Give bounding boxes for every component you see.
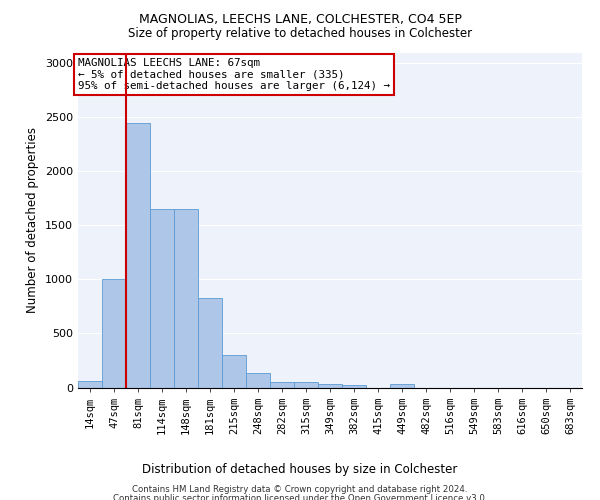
Text: Size of property relative to detached houses in Colchester: Size of property relative to detached ho… bbox=[128, 28, 472, 40]
Bar bbox=[198, 298, 222, 388]
Bar bbox=[270, 382, 294, 388]
Text: Contains HM Land Registry data © Crown copyright and database right 2024.: Contains HM Land Registry data © Crown c… bbox=[132, 485, 468, 494]
Text: MAGNOLIAS, LEECHS LANE, COLCHESTER, CO4 5EP: MAGNOLIAS, LEECHS LANE, COLCHESTER, CO4 … bbox=[139, 12, 461, 26]
Bar bbox=[222, 355, 246, 388]
Text: MAGNOLIAS LEECHS LANE: 67sqm
← 5% of detached houses are smaller (335)
95% of se: MAGNOLIAS LEECHS LANE: 67sqm ← 5% of det… bbox=[78, 58, 390, 91]
Bar bbox=[150, 209, 174, 388]
Bar bbox=[390, 384, 414, 388]
Bar bbox=[342, 386, 366, 388]
Text: Distribution of detached houses by size in Colchester: Distribution of detached houses by size … bbox=[142, 462, 458, 475]
Bar bbox=[102, 280, 126, 388]
Bar bbox=[294, 382, 318, 388]
Text: Contains public sector information licensed under the Open Government Licence v3: Contains public sector information licen… bbox=[113, 494, 487, 500]
Bar bbox=[174, 209, 198, 388]
Y-axis label: Number of detached properties: Number of detached properties bbox=[26, 127, 40, 313]
Bar bbox=[318, 384, 342, 388]
Bar bbox=[126, 122, 150, 388]
Bar bbox=[246, 373, 270, 388]
Bar bbox=[78, 381, 102, 388]
